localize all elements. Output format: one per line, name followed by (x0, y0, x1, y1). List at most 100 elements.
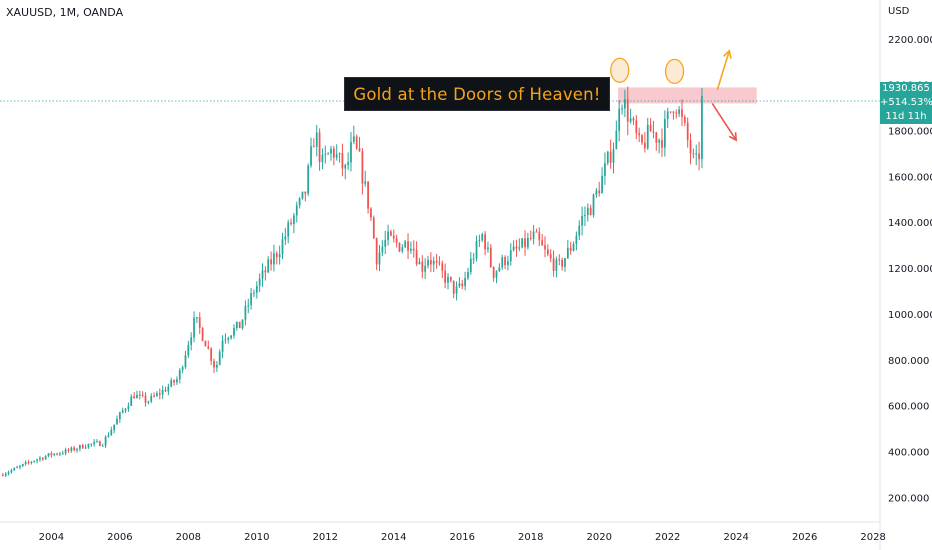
candle-body (552, 258, 555, 271)
candle-body (116, 418, 118, 425)
candle-body (312, 146, 315, 148)
projection-arrow-down (711, 103, 737, 141)
candle-body (215, 364, 218, 368)
candle-body (190, 337, 193, 345)
candle-body (198, 317, 201, 328)
candle-body (24, 462, 27, 465)
x-tick-label: 2020 (586, 532, 611, 543)
x-tick-label: 2018 (518, 532, 543, 543)
candle-body (689, 140, 692, 154)
candle-body (606, 151, 609, 164)
candle-body (61, 453, 64, 455)
projection-arrowhead-up (723, 49, 732, 59)
candle-body (295, 205, 298, 216)
peak-circle-marker (664, 58, 685, 85)
candle-body (278, 254, 281, 258)
candle-body (341, 153, 344, 169)
candle-body (235, 321, 238, 328)
candle-body (458, 283, 461, 287)
candle-body (427, 260, 429, 266)
candle-body (247, 305, 250, 307)
candle-body (113, 424, 116, 430)
candle-body (287, 222, 290, 237)
candle-body (136, 394, 138, 399)
candle-body (167, 386, 170, 392)
y-tick-label: 2200.000 (888, 35, 932, 46)
candle-body (358, 148, 361, 152)
candle-body (201, 327, 204, 341)
candle-body (501, 257, 504, 268)
candle-body (238, 321, 241, 329)
candle-body (304, 191, 307, 194)
countdown-tag: 11d 11h (880, 110, 932, 124)
candle-body (298, 198, 301, 206)
candle-body (1, 474, 4, 476)
candle-body (19, 465, 21, 468)
candle-body (675, 112, 678, 114)
candle-body (447, 276, 449, 283)
candle-body (595, 190, 598, 195)
candle-body (649, 124, 652, 132)
candle-body (33, 460, 36, 462)
candle-body (424, 265, 427, 272)
projection-arrowhead-down (728, 132, 738, 142)
candle-body (489, 247, 492, 267)
candle-body (250, 293, 252, 306)
candle-body (284, 236, 287, 240)
candle-body (332, 148, 335, 158)
annotation-banner: Gold at the Doors of Heaven! (344, 77, 610, 111)
candle-body (515, 246, 518, 249)
candle-body (53, 453, 56, 456)
candle-body (107, 435, 110, 437)
candle-body (669, 111, 672, 113)
candle-body (41, 457, 44, 460)
candle-body (504, 257, 506, 266)
candle-body (663, 119, 666, 148)
candle-body (695, 153, 698, 155)
candle-body (521, 238, 524, 248)
candle-body (410, 248, 412, 251)
candle-body (301, 191, 304, 199)
candle-body (569, 247, 572, 251)
candle-body (467, 272, 469, 279)
candle-body (273, 253, 275, 265)
candle-body (207, 346, 210, 349)
x-tick-label: 2024 (723, 532, 748, 543)
candle-body (683, 116, 686, 123)
candle-body (535, 231, 538, 233)
candle-body (327, 153, 330, 155)
candles-layer (1, 86, 703, 477)
candle-body (275, 253, 278, 258)
candle-body (601, 175, 603, 194)
candle-body (267, 259, 270, 273)
candle-body (609, 151, 612, 163)
candle-body (495, 271, 498, 278)
candle-body (233, 327, 235, 336)
candle-body (638, 133, 641, 136)
candle-body (692, 153, 695, 155)
peak-circle-marker (610, 57, 630, 83)
candle-body (429, 260, 432, 265)
candle-body (193, 317, 195, 338)
candle-body (170, 380, 173, 387)
candle-body (39, 457, 41, 460)
candle-body (70, 447, 73, 451)
candle-body (407, 241, 409, 251)
candle-body (392, 235, 395, 239)
candle-body (578, 225, 581, 236)
candle-body (293, 215, 295, 224)
candle-body (352, 136, 355, 142)
candle-body (375, 238, 378, 265)
candle-body (76, 448, 78, 451)
candle-body (527, 237, 529, 248)
candle-body (549, 254, 552, 259)
y-tick-label: 1000.000 (888, 310, 932, 321)
candle-body (558, 259, 561, 261)
candle-body (90, 443, 93, 445)
candle-body (618, 108, 621, 131)
candle-body (138, 394, 141, 396)
candle-body (93, 441, 96, 444)
candle-body (612, 149, 615, 163)
projection-arrow-up (716, 50, 731, 90)
